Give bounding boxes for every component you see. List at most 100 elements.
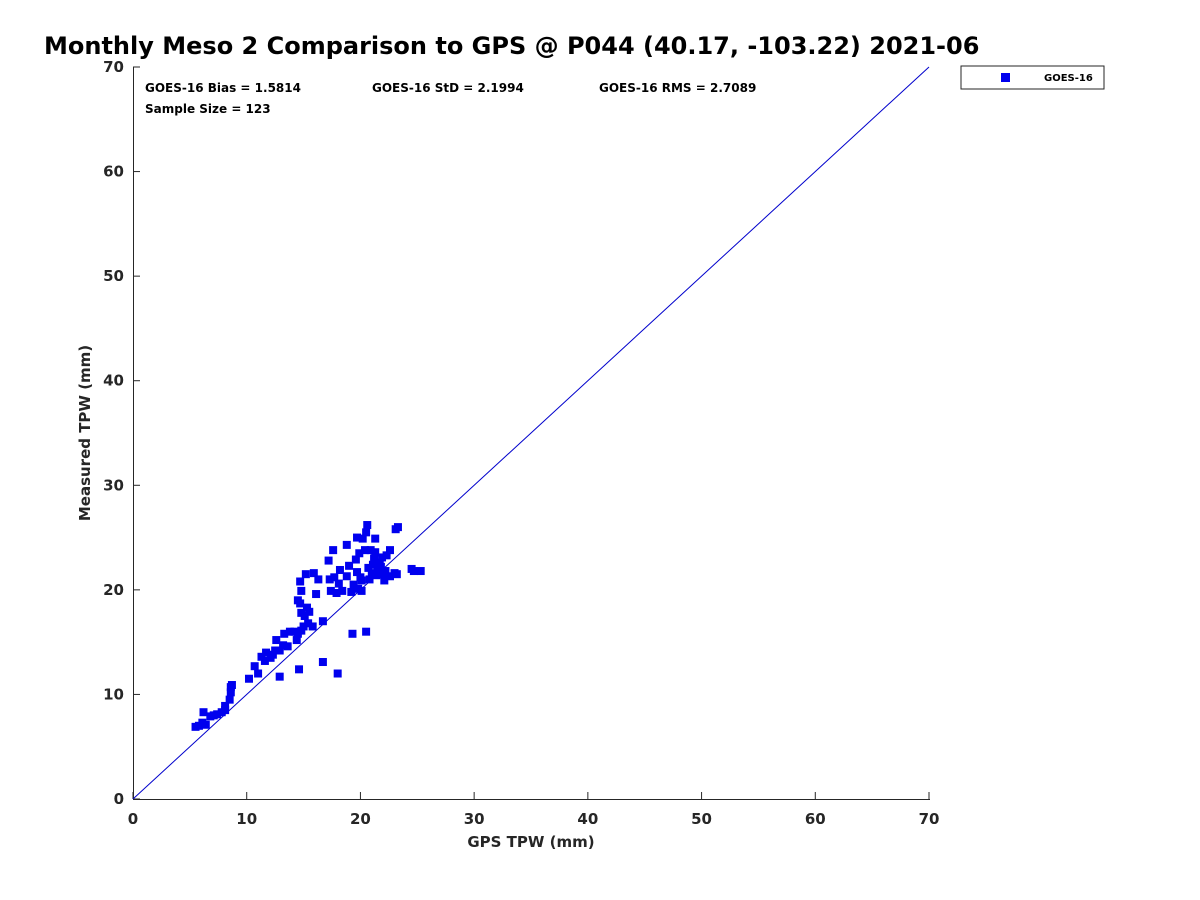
data-point <box>380 576 389 585</box>
y-tick-label: 50 <box>103 267 124 285</box>
data-point <box>312 590 321 599</box>
rms-stat: GOES-16 RMS = 2.7089 <box>599 81 756 95</box>
y-tick-label: 10 <box>103 685 124 703</box>
data-point <box>292 636 301 645</box>
data-point <box>353 568 362 577</box>
data-point <box>199 708 208 717</box>
data-point <box>362 627 371 636</box>
y-tick-label: 20 <box>103 581 124 599</box>
y-tick-label: 70 <box>103 58 124 76</box>
x-axis-label: GPS TPW (mm) <box>467 833 594 851</box>
data-point <box>371 534 380 543</box>
data-point <box>378 553 387 562</box>
data-point <box>257 652 266 661</box>
one-to-one-reference-line <box>132 66 930 800</box>
legend: GOES-16 <box>960 65 1105 90</box>
data-point <box>393 523 402 532</box>
data-point <box>295 665 304 674</box>
bias-stat: GOES-16 Bias = 1.5814 <box>145 81 301 95</box>
data-point <box>375 558 384 567</box>
data-point <box>221 706 230 715</box>
data-point <box>268 650 277 659</box>
x-tick-label: 40 <box>577 810 598 828</box>
data-point <box>360 546 369 555</box>
x-tick-label: 30 <box>464 810 485 828</box>
data-point <box>342 540 351 549</box>
data-point <box>283 642 292 651</box>
data-point <box>300 612 309 620</box>
data-point <box>296 577 305 586</box>
data-point <box>353 533 362 542</box>
data-point <box>335 565 344 574</box>
data-point <box>296 599 305 608</box>
data-point <box>368 560 377 569</box>
legend-box <box>960 65 1105 90</box>
axes <box>133 67 930 800</box>
sample-size-stat: Sample Size = 123 <box>145 102 271 116</box>
data-point <box>351 555 360 564</box>
data-point <box>338 586 347 595</box>
data-point <box>357 576 366 585</box>
data-point <box>304 619 313 628</box>
data-point <box>226 688 235 697</box>
y-tick-label: 60 <box>103 163 124 181</box>
data-point <box>318 617 327 626</box>
x-tick-label: 60 <box>805 810 826 828</box>
data-point <box>279 641 288 650</box>
data-point <box>364 563 373 572</box>
data-point <box>349 580 358 589</box>
data-point <box>342 572 351 581</box>
data-point <box>262 648 271 657</box>
data-point <box>348 629 357 638</box>
data-point <box>329 546 338 555</box>
data-point <box>366 546 375 555</box>
data-points <box>191 521 425 731</box>
y-tick-label: 0 <box>114 790 124 808</box>
data-point <box>385 572 394 581</box>
data-point <box>345 561 354 570</box>
data-point <box>309 569 318 578</box>
data-point <box>297 586 306 595</box>
data-point <box>371 548 380 557</box>
data-point <box>385 546 394 555</box>
data-point <box>355 549 364 558</box>
data-point <box>372 571 381 580</box>
data-point <box>297 626 306 635</box>
data-point <box>326 586 335 595</box>
chart-title: Monthly Meso 2 Comparison to GPS @ P044 … <box>44 32 979 60</box>
data-point <box>305 607 314 616</box>
data-point <box>330 573 339 582</box>
data-point <box>272 636 281 645</box>
data-point <box>392 570 401 579</box>
data-point <box>308 622 317 631</box>
x-tick-label: 10 <box>236 810 257 828</box>
std-stat: GOES-16 StD = 2.1994 <box>372 81 524 95</box>
data-point <box>367 569 376 578</box>
data-point <box>381 567 390 576</box>
data-point <box>333 669 342 678</box>
data-point <box>409 567 418 576</box>
x-tick-label: 0 <box>128 810 138 828</box>
legend-label: GOES-16 <box>1044 73 1093 84</box>
data-point <box>332 588 341 597</box>
data-point <box>347 587 356 596</box>
data-point <box>254 669 263 678</box>
data-point <box>260 656 269 665</box>
data-point <box>334 579 343 588</box>
data-point <box>324 556 333 565</box>
x-ticks: 0 10 20 30 40 50 60 70 <box>128 792 939 828</box>
data-point <box>221 701 230 710</box>
data-point <box>285 627 294 636</box>
data-point <box>299 622 308 631</box>
x-tick-label: 50 <box>691 810 712 828</box>
data-point <box>275 672 284 681</box>
data-point <box>370 554 379 563</box>
y-tick-label: 40 <box>103 372 124 390</box>
data-point <box>302 603 311 612</box>
data-point <box>250 662 259 671</box>
y-axis-label: Measured TPW (mm) <box>76 345 94 521</box>
data-point <box>358 534 367 543</box>
data-point <box>362 528 371 537</box>
legend-marker <box>1001 73 1010 82</box>
